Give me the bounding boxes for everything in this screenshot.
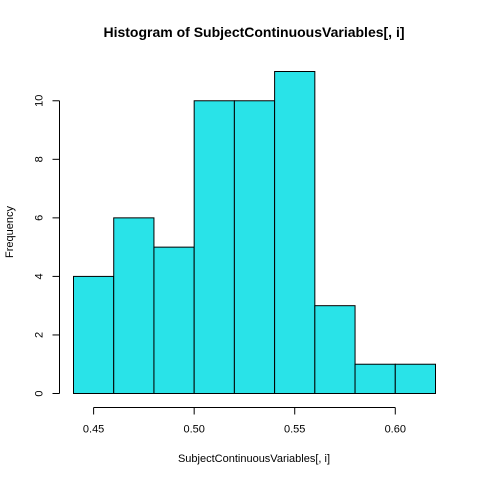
histogram-bar [233,100,276,394]
chart-title: Histogram of SubjectContinuousVariables[… [103,24,404,40]
histogram-bar [113,217,155,394]
histogram-bar [274,71,316,394]
y-tick-label: 4 [34,273,46,279]
x-tick-label: 0.45 [83,424,104,436]
y-tick-label: 6 [34,215,46,221]
x-axis: 0.45 0.50 0.55 0.60 [83,407,406,436]
bars [73,71,436,395]
y-axis-label: Frequency [4,206,16,258]
histogram-bar [73,275,115,394]
x-axis-label: SubjectContinuousVariables[, i] [178,453,330,465]
y-tick-label: 8 [34,156,46,162]
x-tick-label: 0.55 [284,424,305,436]
histogram-bar [394,363,436,394]
y-tick-label: 2 [34,332,46,338]
y-tick-label: 10 [34,95,46,107]
x-tick-label: 0.50 [183,424,204,436]
y-axis: 0 2 4 6 8 10 [34,95,60,397]
histogram-bar [193,100,235,394]
histogram-bar [153,246,195,394]
histogram-bar [354,363,396,394]
histogram-bar [314,305,356,395]
y-tick-label: 0 [34,390,46,396]
x-tick-label: 0.60 [385,424,406,436]
